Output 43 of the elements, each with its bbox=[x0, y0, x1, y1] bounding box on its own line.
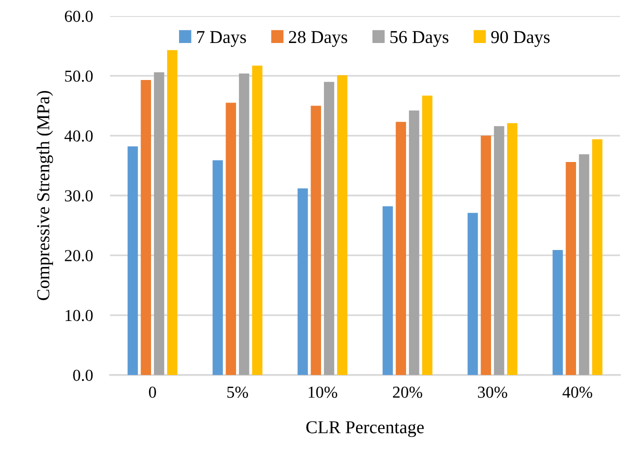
bar bbox=[324, 82, 334, 375]
bar bbox=[298, 188, 308, 375]
x-tick-label: 10% bbox=[308, 386, 338, 398]
bar bbox=[468, 212, 478, 375]
y-tick-label: 0.0 bbox=[73, 370, 93, 382]
y-tick-label: 30.0 bbox=[64, 190, 93, 202]
x-tick-label: 20% bbox=[392, 386, 422, 398]
bar bbox=[566, 162, 576, 375]
bar bbox=[167, 50, 178, 375]
bar bbox=[592, 139, 602, 375]
bar bbox=[226, 102, 236, 375]
bar bbox=[382, 206, 393, 375]
x-tick-label: 30% bbox=[478, 386, 508, 398]
y-axis-title: Compressive Strength (MPa) bbox=[36, 90, 54, 300]
bar bbox=[310, 106, 322, 375]
bar bbox=[252, 66, 262, 375]
y-tick-label: 10.0 bbox=[66, 310, 93, 322]
legend-label: 28 Days bbox=[288, 30, 348, 47]
legend-label: 7 Days bbox=[197, 31, 246, 47]
bar bbox=[507, 123, 518, 375]
bar bbox=[494, 126, 504, 375]
bar bbox=[408, 110, 420, 375]
bar bbox=[140, 80, 152, 375]
bar bbox=[238, 73, 250, 375]
bar bbox=[154, 72, 164, 375]
y-tick-label: 50.0 bbox=[65, 70, 93, 82]
bar bbox=[337, 75, 348, 375]
x-tick-label: 0 bbox=[148, 386, 156, 398]
x-tick-label: 40% bbox=[562, 386, 592, 398]
x-tick-label: 5% bbox=[227, 386, 248, 398]
legend-label: 90 Days bbox=[491, 30, 550, 47]
bar bbox=[578, 154, 590, 375]
x-axis-title: CLR Percentage bbox=[306, 421, 424, 438]
y-tick-label: 20.0 bbox=[64, 250, 93, 262]
bar bbox=[128, 146, 138, 375]
bar bbox=[552, 250, 563, 375]
bar bbox=[480, 136, 492, 375]
bar bbox=[422, 96, 432, 375]
y-tick-label: 60.0 bbox=[64, 10, 93, 22]
bar bbox=[212, 160, 223, 375]
bar bbox=[396, 122, 406, 375]
legend-label: 56 Days bbox=[390, 31, 448, 47]
y-tick-label: 40.0 bbox=[64, 130, 93, 142]
